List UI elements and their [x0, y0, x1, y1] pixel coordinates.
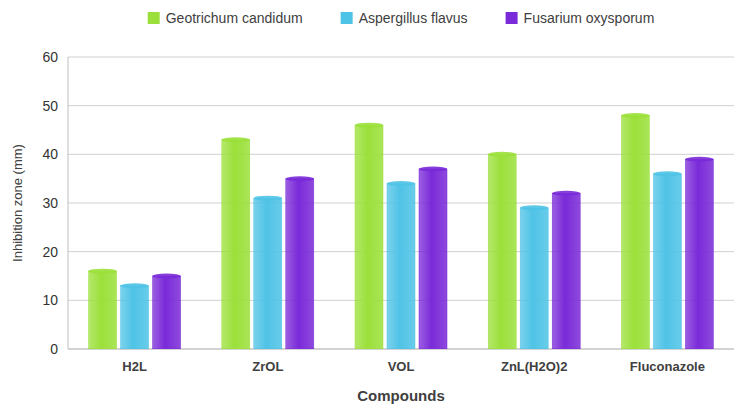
legend-swatch	[506, 12, 518, 24]
bar-top	[685, 157, 713, 162]
bar	[520, 208, 548, 349]
y-tick-label: 60	[42, 49, 58, 65]
bar	[488, 154, 516, 349]
x-tick-label: VOL	[388, 359, 415, 374]
y-tick-label: 20	[42, 244, 58, 260]
bar-top	[621, 113, 649, 118]
chart-svg: 0 10 20 30 40 50 60 H2L ZrOL VOL ZnL(H2O)2 Fluconaz…	[0, 0, 742, 417]
bar-top	[121, 283, 149, 288]
y-tick-label: 50	[42, 98, 58, 114]
bar	[89, 271, 117, 349]
y-tick-label: 10	[42, 292, 58, 308]
bar	[121, 286, 149, 349]
bar	[387, 184, 415, 349]
chart-container: 0 10 20 30 40 50 60 H2L ZrOL VOL ZnL(H2O)2 Fluconaz…	[0, 0, 742, 417]
bar	[653, 174, 681, 349]
bar	[621, 115, 649, 349]
y-tick-label: 0	[50, 341, 58, 357]
bar-top	[286, 176, 314, 181]
bar-top	[488, 152, 516, 157]
bar-top	[153, 274, 181, 279]
y-tick-label: 40	[42, 146, 58, 162]
background	[0, 0, 742, 417]
legend-label: Aspergillus flavus	[359, 10, 468, 26]
bar-top	[355, 123, 383, 128]
bar	[254, 198, 282, 349]
legend-label: Fusarium oxysporum	[524, 10, 655, 26]
grid-line	[68, 105, 734, 106]
legend-swatch	[148, 12, 160, 24]
bar	[685, 159, 713, 349]
bar	[552, 193, 580, 349]
x-tick-label: Fluconazole	[630, 359, 705, 374]
x-tick-label: ZnL(H2O)2	[501, 359, 567, 374]
bars	[89, 113, 714, 349]
bar-top	[222, 137, 250, 142]
bar	[222, 140, 250, 349]
x-axis-title: Compounds	[357, 387, 445, 404]
bar-top	[653, 171, 681, 176]
bar	[153, 276, 181, 349]
bar-top	[419, 166, 447, 171]
bar-top	[254, 196, 282, 201]
y-axis-line	[68, 57, 69, 349]
legend: Geotrichum candidum Aspergillus flavus Fus…	[148, 10, 655, 26]
bar	[355, 125, 383, 349]
bar-top	[89, 269, 117, 274]
bar-top	[520, 205, 548, 210]
bar-top	[552, 191, 580, 196]
x-tick-label: ZrOL	[252, 359, 283, 374]
x-tick-label: H2L	[122, 359, 147, 374]
grid-line	[68, 57, 734, 58]
bar	[419, 169, 447, 349]
legend-swatch	[341, 12, 353, 24]
bar	[286, 179, 314, 349]
bar-top	[387, 181, 415, 186]
y-tick-label: 30	[42, 195, 58, 211]
y-axis-title: Inhibition zone (mm)	[10, 144, 25, 262]
legend-label: Geotrichum candidum	[166, 10, 303, 26]
